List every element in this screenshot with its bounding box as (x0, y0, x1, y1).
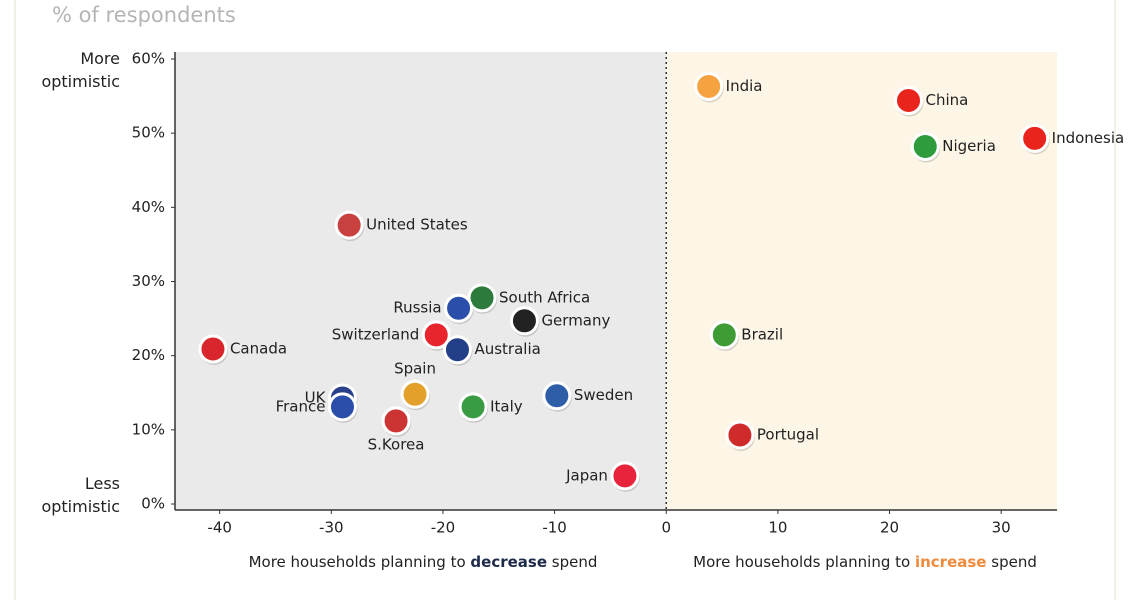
point-label: Australia (474, 340, 540, 358)
marker (910, 132, 940, 162)
y-tick-label: 20% (132, 346, 165, 364)
x-caption: More households planning to increase spe… (693, 553, 1037, 571)
marker (725, 420, 755, 450)
marker (327, 392, 357, 422)
region-left (175, 52, 667, 510)
x-caption-part: spend (547, 553, 597, 571)
x-caption-part: increase (915, 553, 987, 571)
x-caption-part: More households planning to (249, 553, 471, 571)
y-tick-label: 30% (132, 272, 165, 290)
x-tick-label: -10 (542, 519, 567, 537)
point-label: S.Korea (368, 435, 425, 453)
point-label: France (276, 397, 326, 415)
y-annotation: More optimistic (41, 49, 120, 91)
x-tick-label: -20 (431, 519, 456, 537)
marker (894, 86, 924, 116)
y-tick-label: 0% (141, 495, 165, 513)
x-caption: More households planning to decrease spe… (249, 553, 598, 571)
x-caption-part: More households planning to (693, 553, 915, 571)
point-label: Japan (565, 466, 608, 484)
point-label: Russia (393, 299, 441, 317)
marker (509, 306, 539, 336)
y-tick-label: 40% (132, 198, 165, 216)
y-tick-label: 60% (132, 50, 165, 68)
point-label: Switzerland (332, 325, 420, 343)
marker (400, 379, 430, 409)
marker (334, 210, 364, 240)
point-label: Sweden (574, 386, 633, 404)
marker (694, 71, 724, 101)
marker (542, 381, 572, 411)
x-caption-part: decrease (470, 553, 547, 571)
point-label: Canada (230, 339, 287, 357)
point-label: Nigeria (942, 137, 996, 155)
x-tick-label: 0 (661, 519, 671, 537)
x-tick-label: 10 (768, 519, 787, 537)
point-label: Italy (490, 397, 523, 415)
marker (709, 320, 739, 350)
point-label: Indonesia (1052, 129, 1125, 147)
marker (458, 392, 488, 422)
point-label: UK (305, 388, 327, 406)
point-label: Germany (541, 311, 610, 329)
marker (444, 293, 474, 323)
y-tick-label: 10% (132, 420, 165, 438)
y-tick-label: 50% (132, 124, 165, 142)
point-label: India (726, 77, 763, 95)
marker (610, 461, 640, 491)
marker (1020, 123, 1050, 153)
marker (442, 335, 472, 365)
x-caption-part: spend (986, 553, 1036, 571)
subtitle: % of respondents (52, 3, 236, 27)
region-right (666, 52, 1057, 510)
marker (467, 283, 497, 313)
marker (381, 406, 411, 436)
point-label: Portugal (757, 426, 819, 444)
marker (421, 320, 451, 350)
point-label: South Africa (499, 288, 590, 306)
x-tick-label: -40 (207, 519, 232, 537)
marker (198, 334, 228, 364)
point-label: China (926, 91, 969, 109)
x-tick-label: 30 (992, 519, 1011, 537)
y-annotation: Less optimistic (41, 474, 120, 516)
point-label: Brazil (741, 325, 783, 343)
point-label: United States (366, 216, 468, 234)
x-tick-label: -30 (319, 519, 344, 537)
point-label: Spain (394, 360, 436, 378)
x-tick-label: 20 (880, 519, 899, 537)
